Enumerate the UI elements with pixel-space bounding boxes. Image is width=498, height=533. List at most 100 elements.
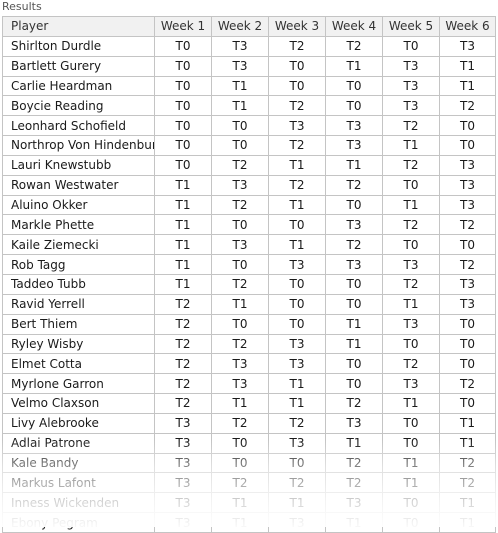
- week-4-cell: T1: [325, 55, 383, 77]
- week-6-cell: T1: [439, 492, 496, 514]
- week-6-cell: T1: [439, 512, 496, 533]
- week-5-cell: T1: [382, 452, 440, 474]
- week-4-cell: T1: [325, 154, 383, 176]
- week-1-cell: T0: [154, 55, 212, 77]
- player-name-cell: Lauri Knewstubb: [2, 154, 155, 176]
- week-5-cell: T0: [382, 35, 440, 57]
- week-4-cell: T3: [325, 254, 383, 275]
- week-5-cell: T0: [382, 492, 440, 514]
- week-1-cell: T1: [154, 214, 212, 236]
- week-4-cell: T2: [325, 234, 383, 256]
- week-5-cell: T1: [382, 393, 440, 414]
- week-2-cell: T0: [211, 115, 269, 137]
- week-3-cell: T1: [268, 234, 326, 256]
- player-name-cell: Markus Lafont: [2, 472, 155, 494]
- column-header-week-1[interactable]: Week 1: [154, 16, 212, 37]
- results-caption: Results: [2, 0, 42, 13]
- table-row: Leonhard Schofield T0 T0 T3 T3 T2 T0: [2, 115, 496, 137]
- player-name-cell: Bartlett Gurery: [2, 55, 155, 77]
- table-row: Taddeo Tubb T1 T2 T0 T0 T2 T3: [2, 273, 496, 295]
- week-5-cell: T0: [382, 432, 440, 454]
- week-6-cell: T2: [439, 472, 496, 494]
- week-5-cell: T3: [382, 75, 440, 97]
- week-6-cell: T2: [439, 95, 496, 117]
- week-2-cell: T3: [211, 55, 269, 77]
- table-row: Myrlone Garron T2 T3 T1 T0 T3 T2: [2, 373, 496, 395]
- week-5-cell: T0: [382, 412, 440, 434]
- week-3-cell: T2: [268, 412, 326, 434]
- table-row: Carlie Heardman T0 T1 T0 T0 T3 T1: [2, 75, 496, 97]
- week-5-cell: T2: [382, 273, 440, 295]
- week-3-cell: T0: [268, 273, 326, 295]
- table-row: Rowan Westwater T1 T3 T2 T2 T0 T3: [2, 174, 496, 196]
- week-3-cell: T1: [268, 194, 326, 216]
- table-row: Inness Wickenden T3 T1 T1 T3 T0 T1: [2, 492, 496, 514]
- week-5-cell: T0: [382, 512, 440, 533]
- week-1-cell: T0: [154, 135, 212, 156]
- week-4-cell: T1: [325, 333, 383, 355]
- table-row: Lauri Knewstubb T0 T2 T1 T1 T2 T3: [2, 154, 496, 176]
- week-4-cell: T1: [325, 432, 383, 454]
- player-name-cell: Myrlone Garron: [2, 373, 155, 395]
- week-6-cell: T0: [439, 353, 496, 375]
- week-4-cell: T1: [325, 313, 383, 335]
- week-4-cell: T3: [325, 412, 383, 434]
- week-5-cell: T1: [382, 194, 440, 216]
- week-2-cell: T2: [211, 194, 269, 216]
- week-6-cell: T1: [439, 412, 496, 434]
- table-row: Kaile Ziemecki T1 T3 T1 T2 T0 T0: [2, 234, 496, 256]
- week-3-cell: T1: [268, 393, 326, 414]
- column-header-week-6[interactable]: Week 6: [439, 16, 496, 37]
- week-1-cell: T1: [154, 194, 212, 216]
- column-header-player[interactable]: Player: [2, 16, 155, 37]
- table-row: Velmo Claxson T2 T1 T1 T2 T1 T0: [2, 393, 496, 414]
- week-6-cell: T0: [439, 313, 496, 335]
- week-4-cell: T3: [325, 214, 383, 236]
- week-6-cell: T0: [439, 393, 496, 414]
- header-row: Player Week 1 Week 2 Week 3 Week 4 Week …: [2, 16, 496, 37]
- week-2-cell: T0: [211, 452, 269, 474]
- player-name-cell: Rowan Westwater: [2, 174, 155, 196]
- table-row: Rob Tagg T1 T0 T3 T3 T3 T2: [2, 254, 496, 275]
- player-name-cell: Boycie Reading: [2, 95, 155, 117]
- week-3-cell: T0: [268, 313, 326, 335]
- week-1-cell: T1: [154, 273, 212, 295]
- week-2-cell: T3: [211, 234, 269, 256]
- week-2-cell: T0: [211, 254, 269, 275]
- week-1-cell: T3: [154, 452, 212, 474]
- week-6-cell: T2: [439, 452, 496, 474]
- player-name-cell: Northrop Von Hindenburg: [2, 135, 155, 156]
- week-5-cell: T3: [382, 95, 440, 117]
- week-2-cell: T1: [211, 512, 269, 533]
- column-header-week-2[interactable]: Week 2: [211, 16, 269, 37]
- results-table: Player Week 1 Week 2 Week 3 Week 4 Week …: [2, 16, 496, 533]
- player-name-cell: Inness Wickenden: [2, 492, 155, 514]
- week-3-cell: T0: [268, 75, 326, 97]
- week-1-cell: T3: [154, 472, 212, 494]
- week-3-cell: T2: [268, 95, 326, 117]
- table-row: Markus Lafont T3 T2 T2 T2 T1 T2: [2, 472, 496, 494]
- table-body: Shirlton Durdle T0 T3 T2 T2 T0 T3 Bartlett Gure…: [2, 35, 496, 533]
- week-2-cell: T2: [211, 273, 269, 295]
- week-1-cell: T0: [154, 154, 212, 176]
- table-row: Ryley Wisby T2 T2 T3 T1 T0 T0: [2, 333, 496, 355]
- column-header-week-4[interactable]: Week 4: [325, 16, 383, 37]
- player-name-cell: Velmo Claxson: [2, 393, 155, 414]
- week-4-cell: T0: [325, 95, 383, 117]
- table-row: Northrop Von Hindenburg T0 T0 T2 T3 T1 T0: [2, 135, 496, 156]
- week-6-cell: T2: [439, 254, 496, 275]
- week-4-cell: T2: [325, 393, 383, 414]
- column-header-week-3[interactable]: Week 3: [268, 16, 326, 37]
- week-5-cell: T2: [382, 214, 440, 236]
- player-name-cell: Markle Phette: [2, 214, 155, 236]
- week-4-cell: T0: [325, 373, 383, 395]
- column-header-week-5[interactable]: Week 5: [382, 16, 440, 37]
- week-6-cell: T1: [439, 55, 496, 77]
- table-row: Markle Phette T1 T0 T0 T3 T2 T2: [2, 214, 496, 236]
- week-4-cell: T2: [325, 452, 383, 474]
- week-4-cell: T1: [325, 512, 383, 533]
- player-name-cell: Ryley Wisby: [2, 333, 155, 355]
- week-5-cell: T1: [382, 472, 440, 494]
- week-2-cell: T1: [211, 393, 269, 414]
- week-3-cell: T2: [268, 35, 326, 57]
